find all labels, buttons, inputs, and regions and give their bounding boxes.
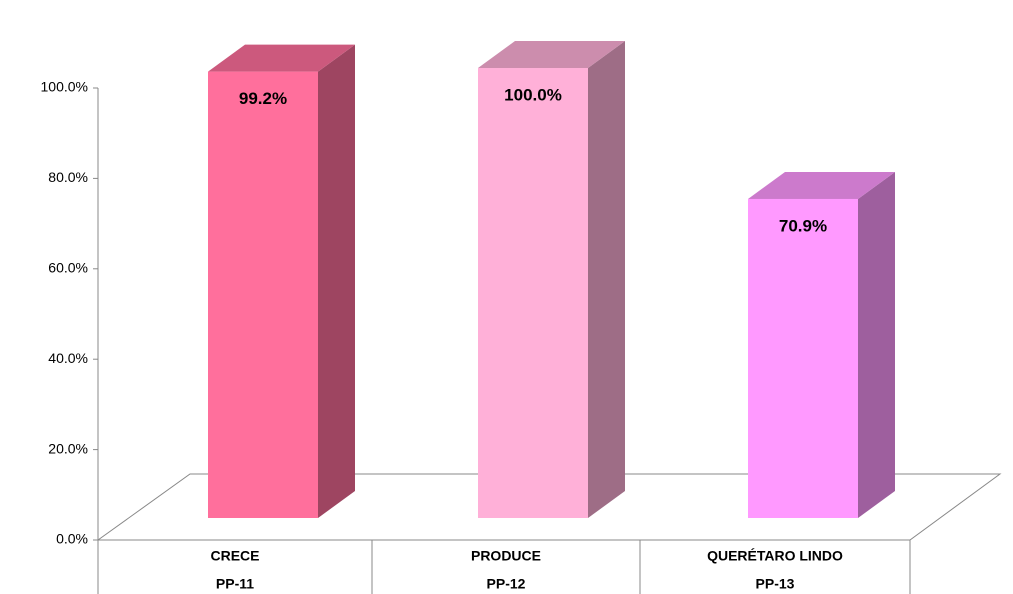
y-tick-label: 40.0% (48, 350, 88, 366)
x-tick-label: PRODUCE (471, 548, 541, 564)
bar-side (588, 41, 625, 518)
y-tick-label: 100.0% (41, 79, 88, 95)
y-tick-label: 60.0% (48, 260, 88, 276)
bar-top (478, 41, 625, 68)
y-tick-label: 0.0% (56, 531, 88, 547)
data-label: 70.9% (779, 216, 827, 235)
x-tick-sublabel: PP-13 (756, 576, 795, 592)
bar-top (208, 44, 355, 72)
bar-top (748, 171, 895, 199)
y-tick-label: 20.0% (48, 440, 88, 456)
x-tick-label: CRECE (210, 548, 259, 564)
data-label: 100.0% (504, 85, 562, 104)
bar (748, 198, 858, 518)
data-label: 99.2% (239, 89, 287, 108)
bar (478, 68, 588, 518)
bar-side (318, 44, 355, 518)
x-tick-sublabel: PP-12 (487, 576, 526, 592)
x-tick-label: QUERÉTARO LINDO (707, 548, 843, 564)
x-tick-sublabel: PP-11 (216, 576, 254, 592)
bar-side (858, 171, 895, 518)
bar (208, 71, 318, 518)
y-tick-label: 80.0% (48, 169, 88, 185)
